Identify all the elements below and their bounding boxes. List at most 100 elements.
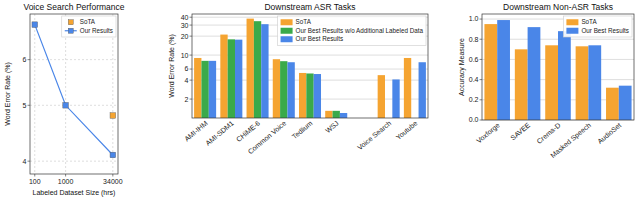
- bar: [606, 88, 619, 120]
- tick-mark: [190, 55, 193, 56]
- legend-swatch: [566, 28, 578, 34]
- legend-label: SoTA: [296, 18, 312, 25]
- plot-frame: [30, 14, 118, 174]
- legend-label: SoTA: [80, 18, 96, 25]
- tick-label: 10: [181, 52, 189, 59]
- tick-label: 0.2: [469, 96, 479, 103]
- bar: [378, 75, 385, 118]
- tick-label: 0.6: [469, 56, 479, 63]
- tick-mark: [190, 80, 193, 81]
- tick-label: 1000: [58, 178, 74, 185]
- legend-swatch: [68, 28, 73, 33]
- axis-label: Word Error Rate (%): [168, 34, 176, 98]
- bar: [588, 45, 601, 120]
- category-label: Masked Speech: [549, 121, 593, 159]
- tick-mark: [28, 59, 31, 60]
- tick-label: 4: [23, 158, 27, 165]
- legend-box: [563, 16, 632, 37]
- bar: [419, 62, 426, 118]
- tick-label: 0.0: [469, 116, 479, 123]
- bar: [497, 20, 510, 120]
- tick-mark: [190, 69, 193, 70]
- category-label: Common Voice: [247, 119, 288, 155]
- tick-mark: [34, 174, 35, 177]
- bar: [273, 59, 280, 118]
- axis-label: Labeled Dataset Size (hrs): [33, 189, 116, 197]
- bar: [306, 73, 313, 118]
- grid-line: [34, 14, 35, 174]
- axis-label: Accuracy Measure: [458, 38, 466, 96]
- bar: [619, 86, 632, 120]
- tick-label: 100: [29, 178, 41, 185]
- category-label: AMI-SDM1: [204, 119, 235, 146]
- tick-mark: [28, 161, 31, 162]
- legend: SoTAOur Best Results: [563, 16, 632, 37]
- bar: [220, 35, 227, 118]
- tick-label: 20: [181, 33, 189, 40]
- category-label: Voxforge: [475, 121, 501, 145]
- chart-title: Voice Search Performance: [23, 2, 124, 12]
- tick-label: 6: [185, 65, 189, 72]
- tick-label: 0.8: [469, 36, 479, 43]
- grid-line: [65, 14, 66, 174]
- category-label: SAVEE: [509, 121, 531, 141]
- chart: Downstream ASR Tasks24610203040Word Erro…: [168, 2, 428, 155]
- axis-label: Word Error Rate (%): [4, 62, 12, 126]
- legend-swatch: [281, 19, 293, 25]
- bar: [325, 111, 332, 118]
- series-line: [35, 25, 113, 155]
- bar: [235, 40, 242, 118]
- bar: [558, 31, 571, 120]
- chart: Voice Search Performance456Word Error Ra…: [4, 2, 125, 197]
- tick-mark: [190, 17, 193, 18]
- plot-frame: [482, 14, 634, 120]
- marker: [110, 113, 116, 119]
- tick-label: 0.4: [469, 76, 479, 83]
- bar: [576, 46, 589, 120]
- tick-label: 4: [185, 77, 189, 84]
- data: [32, 22, 116, 158]
- category-label: Voice Search: [356, 119, 392, 151]
- legend-box: [278, 16, 426, 46]
- category-label: CHiME-6: [235, 119, 261, 143]
- bar: [404, 58, 411, 118]
- data: [194, 19, 426, 118]
- tick-label: 6: [23, 56, 27, 63]
- tick-mark: [28, 105, 31, 106]
- bar: [194, 58, 201, 118]
- legend-swatch: [281, 36, 293, 42]
- tick-mark: [65, 174, 66, 177]
- bar: [333, 111, 340, 118]
- chart: Downstream Non-ASR Tasks0.00.20.40.60.81…: [458, 2, 634, 160]
- legend: SoTA Our Results: [62, 16, 116, 37]
- tick-mark: [480, 120, 483, 121]
- bar: [314, 74, 321, 118]
- bar: [201, 61, 208, 118]
- bar: [528, 27, 541, 120]
- bar: [280, 61, 287, 118]
- bar: [484, 24, 497, 120]
- bar: [340, 113, 347, 118]
- marker: [110, 152, 116, 158]
- grid-line: [30, 105, 118, 106]
- tick-mark: [190, 36, 193, 37]
- tick-mark: [480, 39, 483, 40]
- plot-frame: [192, 14, 428, 118]
- bar: [515, 49, 528, 120]
- category-label: Tedlium: [291, 119, 314, 140]
- legend-label: Our Results: [80, 27, 113, 34]
- bar: [261, 24, 268, 118]
- bar: [254, 21, 261, 118]
- marker: [32, 22, 38, 28]
- grid: [30, 14, 118, 174]
- bar: [392, 79, 399, 118]
- chart-title: Downstream ASR Tasks: [264, 2, 355, 12]
- marker: [63, 102, 69, 108]
- category-label: Youtube: [395, 119, 419, 141]
- tick-label: 40: [181, 14, 189, 21]
- tick-mark: [190, 25, 193, 26]
- bar: [228, 39, 235, 118]
- tick-mark: [190, 99, 193, 100]
- category-label: AMI-IHM: [183, 119, 209, 142]
- tick-mark: [480, 59, 483, 60]
